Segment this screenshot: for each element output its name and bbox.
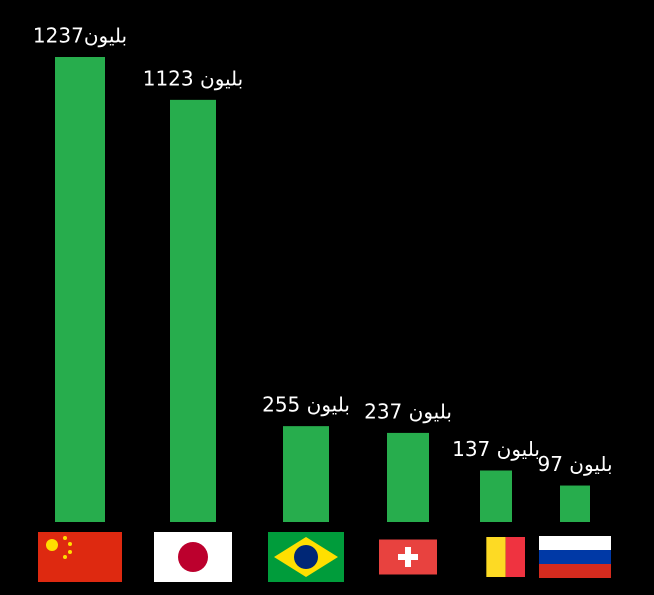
value-label: 97 بليون: [537, 452, 612, 476]
flag-star: [63, 555, 67, 559]
value-label: 237 بليون: [364, 399, 452, 423]
flag-cross: [398, 554, 418, 560]
flag: [539, 536, 611, 578]
flag: [38, 532, 122, 582]
flag: [154, 532, 232, 582]
flag-stripe: [486, 537, 506, 577]
flag-stripe: [467, 537, 487, 577]
flag-stripe: [539, 564, 611, 578]
flag-star: [68, 550, 72, 554]
bar: [387, 432, 429, 522]
value-label: 137 بليون: [452, 437, 540, 461]
flag-stripe: [539, 550, 611, 564]
value-label: 1123 بليون: [143, 66, 244, 90]
flag-disc: [178, 542, 208, 572]
flag: [268, 532, 344, 582]
flag: [379, 539, 437, 575]
flag-star: [68, 542, 72, 546]
flag-star: [46, 539, 58, 551]
flag: [467, 537, 525, 577]
value-label: 255 بليون: [262, 393, 350, 417]
flag-stripe: [539, 536, 611, 550]
bar: [560, 485, 590, 522]
bar: [480, 470, 512, 522]
flag-globe: [294, 545, 318, 569]
bar: [170, 99, 216, 523]
bar: [55, 57, 105, 522]
flag-star: [63, 536, 67, 540]
bar: [283, 426, 329, 522]
value-label: 1237بليون: [33, 24, 127, 48]
flag-stripe: [505, 537, 525, 577]
